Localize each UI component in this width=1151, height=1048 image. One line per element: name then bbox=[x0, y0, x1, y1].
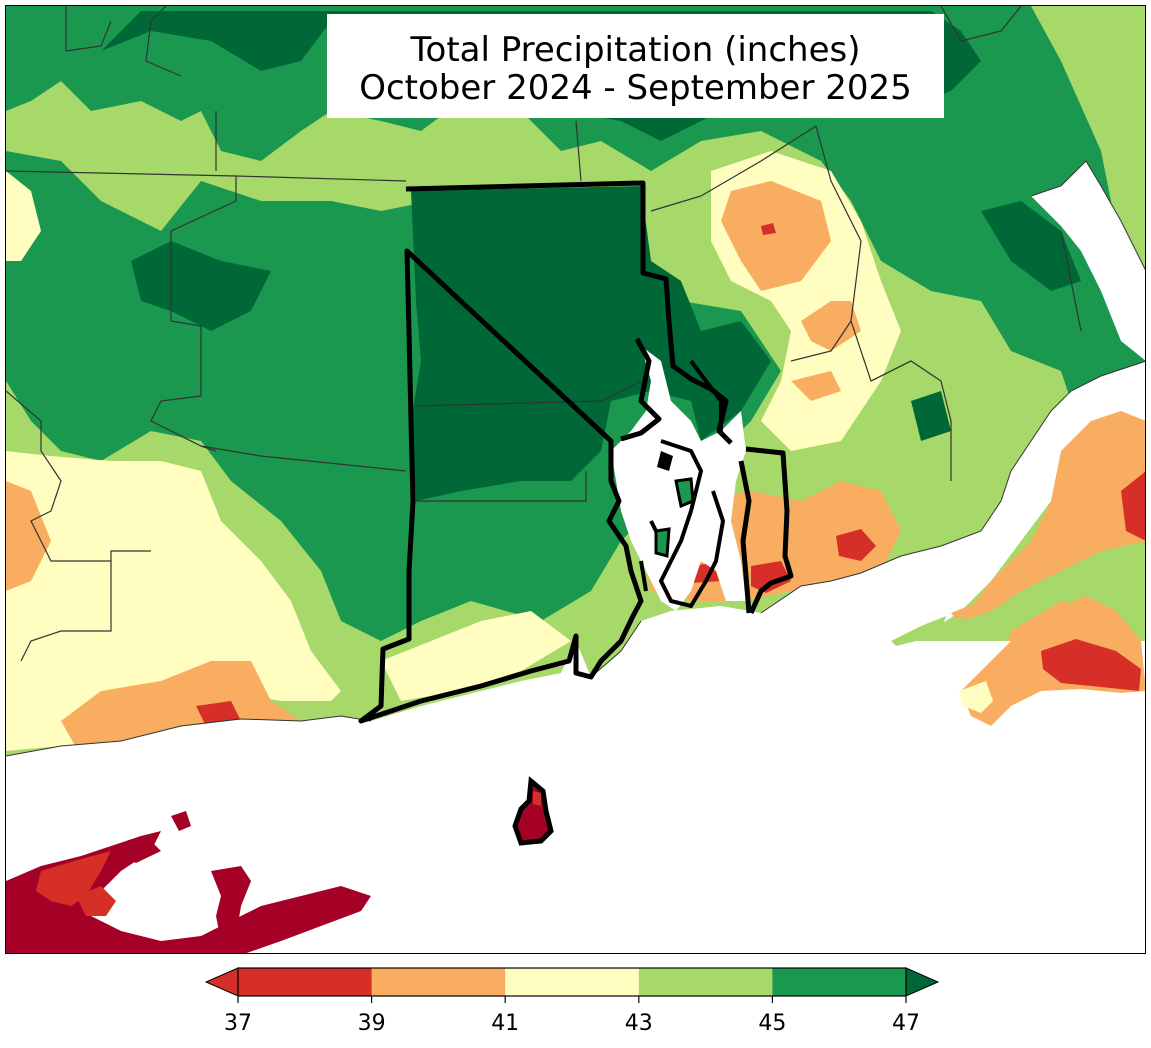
rhode-island-outline bbox=[358, 180, 794, 724]
precip-band-39-41 bbox=[721, 181, 831, 291]
precip-band-41-43 bbox=[6, 171, 41, 261]
marthas-vineyard-yellow bbox=[959, 681, 993, 713]
block-island-red bbox=[533, 791, 541, 806]
colorbar-segment bbox=[505, 968, 640, 996]
precip-band-39-41 bbox=[801, 301, 861, 351]
colorbar-over-arrow bbox=[905, 967, 940, 997]
precip-band-37-39 bbox=[836, 529, 876, 561]
precip-band-41-43 bbox=[381, 611, 571, 701]
precipitation-map bbox=[6, 6, 1145, 953]
precip-band-39-41 bbox=[6, 481, 51, 591]
colorbar-tick-label: 43 bbox=[625, 1011, 653, 1036]
precip-band-47-plus bbox=[911, 391, 951, 441]
colorbar-tick-label: 39 bbox=[358, 1011, 386, 1036]
county-boundaries bbox=[6, 6, 1082, 662]
ri-islands bbox=[657, 451, 673, 471]
long-island-red bbox=[36, 851, 111, 906]
colorbar-tick-label: 45 bbox=[758, 1011, 786, 1036]
colorbar-segment bbox=[238, 968, 373, 996]
colorbar-under-arrow bbox=[204, 967, 239, 997]
marthas-vineyard-red bbox=[1041, 639, 1141, 691]
map-title-line1: Total Precipitation (inches) bbox=[410, 30, 861, 70]
ri-islands bbox=[674, 477, 695, 509]
long-island-red bbox=[76, 886, 116, 916]
map-title-box: Total Precipitation (inches) October 202… bbox=[327, 14, 944, 118]
precip-band-47-plus bbox=[411, 186, 771, 501]
colorbar-tick-label: 41 bbox=[491, 1011, 519, 1036]
long-island-fork bbox=[211, 866, 251, 941]
colorbar-segment bbox=[638, 968, 773, 996]
colorbar-tick-label: 37 bbox=[224, 1011, 252, 1036]
map-title-line2: October 2024 - September 2025 bbox=[359, 68, 912, 108]
colorbar-border bbox=[237, 967, 907, 997]
precip-band-37-39 bbox=[761, 223, 776, 235]
precip-band-39-41 bbox=[961, 411, 1145, 621]
colorbar-segment bbox=[371, 968, 506, 996]
precip-band-47-plus bbox=[981, 201, 1081, 291]
colorbar: 37 39 41 43 45 47 bbox=[204, 967, 940, 1036]
elizabeth-islands bbox=[891, 616, 946, 646]
precip-band-37-39 bbox=[196, 701, 241, 726]
colorbar-tick-label: 47 bbox=[892, 1011, 920, 1036]
colorbar-segment bbox=[772, 968, 907, 996]
long-island-fork bbox=[171, 811, 191, 831]
precip-band-47-plus bbox=[131, 241, 271, 331]
long-island-fork bbox=[121, 841, 161, 863]
ri-islands bbox=[654, 527, 671, 558]
precip-band-39-41 bbox=[791, 371, 841, 401]
precip-band-37-39 bbox=[751, 561, 791, 593]
map-frame: Total Precipitation (inches) October 202… bbox=[5, 5, 1146, 954]
coastline bbox=[6, 160, 1145, 757]
narragansett-bay bbox=[611, 346, 746, 611]
block-island bbox=[512, 776, 554, 846]
precip-band-37-39 bbox=[1121, 471, 1145, 541]
elizabeth-islands-orange bbox=[951, 576, 1011, 619]
bay-water bbox=[1031, 161, 1145, 361]
ri-islands-outline bbox=[639, 359, 726, 609]
